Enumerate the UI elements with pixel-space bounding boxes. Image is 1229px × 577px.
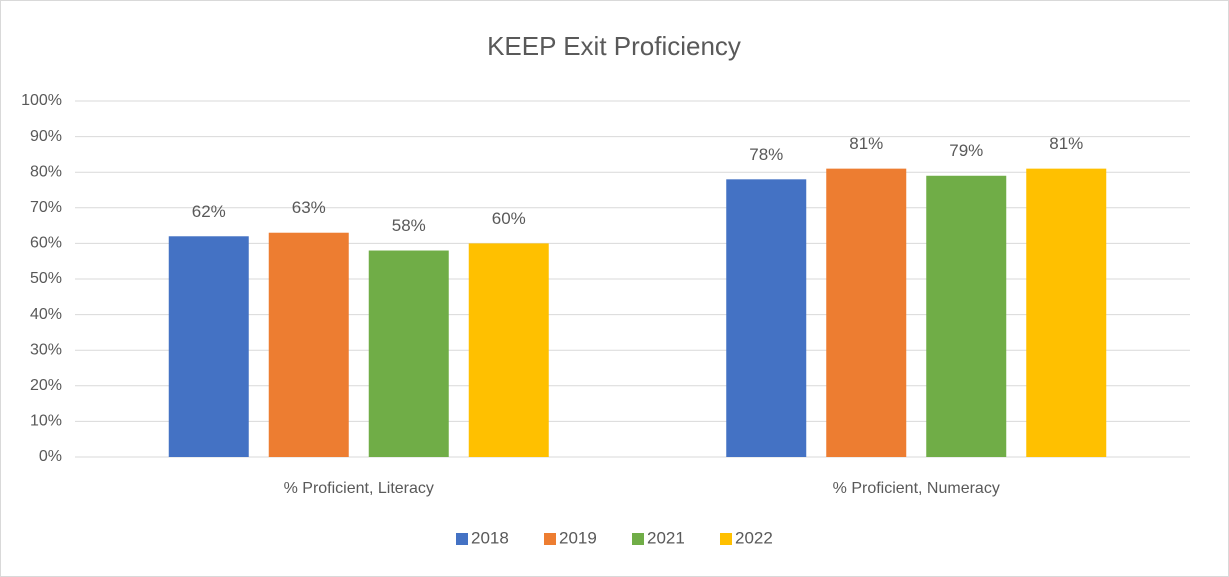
y-tick-label: 40% bbox=[30, 306, 62, 323]
legend-label: 2021 bbox=[647, 528, 685, 547]
y-tick-label: 70% bbox=[30, 199, 62, 216]
bar bbox=[468, 243, 549, 457]
legend-swatch bbox=[632, 533, 644, 545]
data-label: 60% bbox=[492, 209, 526, 228]
legend-label: 2022 bbox=[735, 528, 773, 547]
bar bbox=[1026, 168, 1107, 457]
legend-swatch bbox=[456, 533, 468, 545]
data-label: 81% bbox=[849, 134, 883, 153]
legend-label: 2019 bbox=[559, 528, 597, 547]
data-label: 79% bbox=[949, 141, 983, 160]
chart-title: KEEP Exit Proficiency bbox=[487, 31, 741, 61]
x-tick-label: % Proficient, Numeracy bbox=[833, 480, 1000, 497]
y-tick-label: 100% bbox=[21, 92, 62, 109]
y-tick-label: 30% bbox=[30, 341, 62, 358]
y-tick-label: 80% bbox=[30, 163, 62, 180]
data-label: 78% bbox=[749, 145, 783, 164]
legend-swatch bbox=[720, 533, 732, 545]
x-tick-label: % Proficient, Literacy bbox=[284, 480, 434, 497]
bar bbox=[368, 250, 449, 457]
bar bbox=[826, 168, 907, 457]
legend-label: 2018 bbox=[471, 528, 509, 547]
data-label: 62% bbox=[192, 202, 226, 221]
data-label: 81% bbox=[1049, 134, 1083, 153]
bar bbox=[268, 232, 349, 457]
data-label: 58% bbox=[392, 216, 426, 235]
y-tick-label: 50% bbox=[30, 270, 62, 287]
bar bbox=[168, 236, 249, 457]
y-tick-label: 0% bbox=[39, 448, 62, 465]
data-label: 63% bbox=[292, 198, 326, 217]
bar bbox=[726, 179, 807, 457]
y-tick-label: 10% bbox=[30, 413, 62, 430]
y-tick-label: 20% bbox=[30, 377, 62, 394]
y-tick-label: 60% bbox=[30, 235, 62, 252]
legend-swatch bbox=[544, 533, 556, 545]
bar bbox=[926, 175, 1007, 457]
y-tick-label: 90% bbox=[30, 128, 62, 145]
